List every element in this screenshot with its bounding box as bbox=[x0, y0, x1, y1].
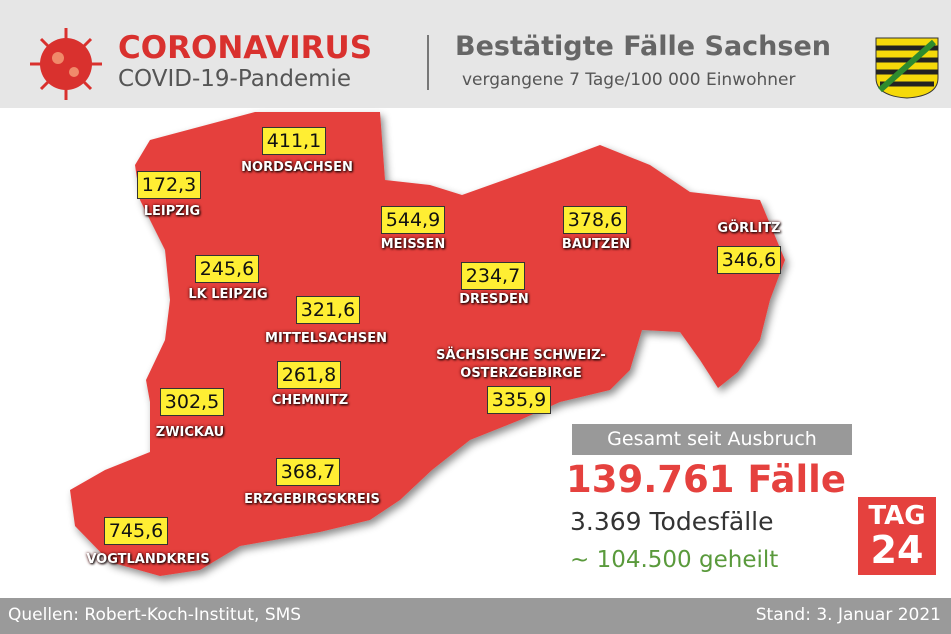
region-value: 302,5 bbox=[160, 388, 224, 416]
region-name: LK LEIPZIG bbox=[188, 287, 268, 302]
summary-label: Gesamt seit Ausbruch bbox=[572, 424, 852, 455]
region-value: 368,7 bbox=[276, 458, 340, 486]
footer-date: Stand: 3. Januar 2021 bbox=[755, 605, 941, 625]
region-value: 261,8 bbox=[277, 361, 341, 389]
region-name: ZWICKAU bbox=[155, 425, 225, 440]
region-name: NORDSACHSEN bbox=[241, 160, 353, 175]
summary-recovered: ~ 104.500 geheilt bbox=[570, 547, 779, 573]
region-value: 172,3 bbox=[137, 171, 201, 199]
subheading: vergangene 7 Tage/100 000 Einwohner bbox=[462, 70, 796, 90]
footer-band bbox=[0, 598, 951, 634]
summary-deaths: 3.369 Todesfälle bbox=[570, 507, 774, 536]
region-value: 321,6 bbox=[296, 296, 360, 324]
logo-bottom: 24 bbox=[870, 528, 924, 572]
region-name: CHEMNITZ bbox=[271, 393, 349, 408]
heading: Bestätigte Fälle Sachsen bbox=[455, 31, 831, 62]
title: CORONAVIRUS bbox=[118, 30, 373, 66]
region-name: BAUTZEN bbox=[561, 237, 631, 252]
region-name: VOGTLANDKREIS bbox=[86, 552, 210, 567]
region-name: DRESDEN bbox=[459, 292, 529, 307]
virus-icon bbox=[30, 28, 102, 100]
region-name: LEIPZIG bbox=[143, 204, 201, 219]
region-name: ERZGEBIRGSKREIS bbox=[244, 492, 380, 507]
region-name: MEISSEN bbox=[380, 237, 446, 252]
region-value: 745,6 bbox=[104, 517, 168, 545]
logo-top: TAG bbox=[868, 501, 926, 531]
summary-cases: 139.761 Fälle bbox=[566, 458, 846, 501]
region-value: 378,6 bbox=[563, 206, 627, 234]
footer-source: Quellen: Robert-Koch-Institut, SMS bbox=[8, 605, 302, 625]
region-value: 544,9 bbox=[381, 206, 445, 234]
logo: TAG 24 bbox=[858, 497, 936, 575]
region-value: 411,1 bbox=[262, 127, 326, 155]
region-name: GÖRLITZ bbox=[717, 221, 781, 236]
subtitle: COVID-19-Pandemie bbox=[118, 66, 352, 92]
header-band bbox=[0, 0, 951, 108]
region-name: MITTELSACHSEN bbox=[265, 331, 387, 346]
region-value: 245,6 bbox=[195, 255, 259, 283]
region-value: 335,9 bbox=[487, 386, 551, 414]
coat-of-arms bbox=[875, 37, 939, 99]
region-value: 346,6 bbox=[717, 246, 781, 274]
region-value: 234,7 bbox=[461, 262, 525, 290]
region-name: SÄCHSISCHE SCHWEIZ-OSTERZGEBIRGE bbox=[436, 348, 606, 381]
